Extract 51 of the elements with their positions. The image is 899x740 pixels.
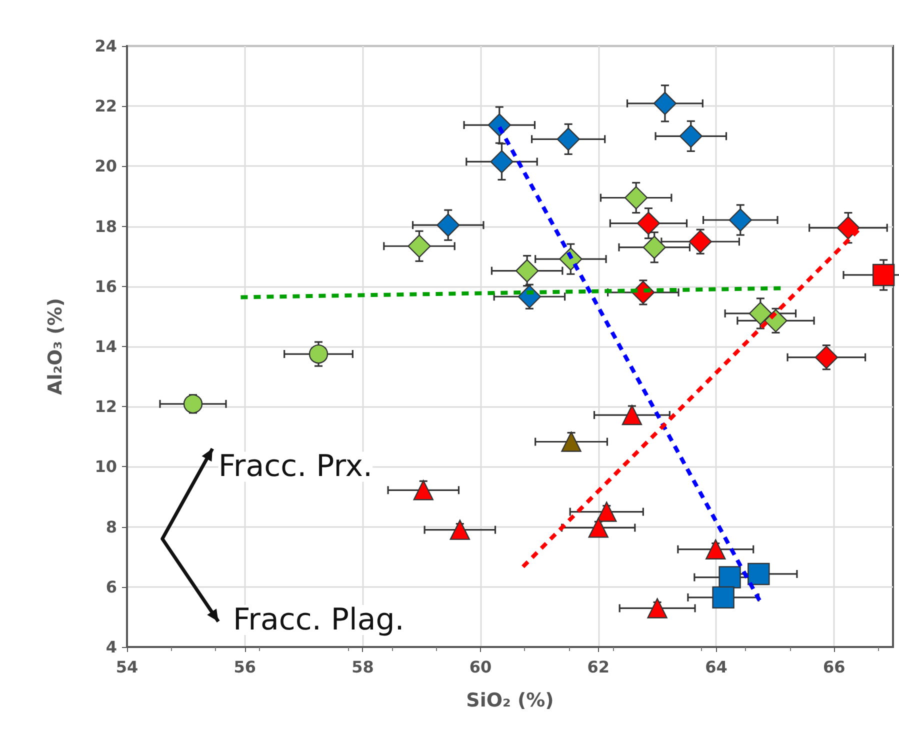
x-tick-label: 64 [705, 658, 728, 676]
y-tick-label: 22 [94, 96, 117, 116]
x-axis-title: SiO₂ (%) [466, 690, 554, 712]
point [706, 539, 726, 560]
point [515, 259, 539, 282]
x-tick-label: 56 [234, 658, 256, 676]
point [636, 212, 660, 235]
x-tick-label: 60 [469, 658, 492, 676]
point [183, 394, 203, 414]
point [556, 128, 580, 151]
point [450, 520, 470, 540]
y-axis-title: Al₂O₃ (%) [44, 298, 66, 396]
point [642, 236, 666, 259]
point [688, 230, 712, 254]
x-tick-label: 58 [352, 658, 374, 676]
point [408, 234, 431, 258]
point [308, 344, 328, 364]
y-tick-label: 16 [94, 276, 117, 296]
y-tick-label: 8 [106, 517, 117, 536]
annotation: Fracc. Prx. [218, 449, 373, 484]
y-tick-label: 10 [94, 457, 117, 476]
point [718, 566, 741, 588]
y-tick-label: 6 [106, 577, 117, 596]
annotation: Fracc. Plag. [233, 602, 404, 638]
point [836, 216, 860, 240]
y-tick-label: 24 [94, 36, 117, 56]
point [596, 502, 617, 522]
y-tick-label: 18 [94, 216, 117, 236]
point [624, 186, 648, 210]
point [728, 208, 752, 232]
point [561, 432, 582, 452]
point [490, 150, 514, 174]
y-tick-label: 12 [94, 397, 117, 416]
point [872, 264, 895, 286]
point [588, 518, 608, 538]
point [647, 598, 668, 618]
x-tick-label: 54 [116, 658, 138, 676]
point [814, 346, 838, 369]
y-tick-label: 4 [106, 638, 117, 656]
x-tick-label: 66 [822, 658, 846, 676]
y-tick-label: 20 [94, 156, 117, 176]
y-tick-label: 14 [94, 337, 117, 356]
point [413, 480, 434, 500]
point [622, 404, 642, 426]
point [748, 302, 772, 326]
point [653, 92, 677, 115]
point [436, 214, 460, 237]
point [748, 562, 770, 586]
x-tick-label: 62 [587, 658, 610, 676]
point [679, 124, 702, 148]
point [712, 586, 734, 609]
